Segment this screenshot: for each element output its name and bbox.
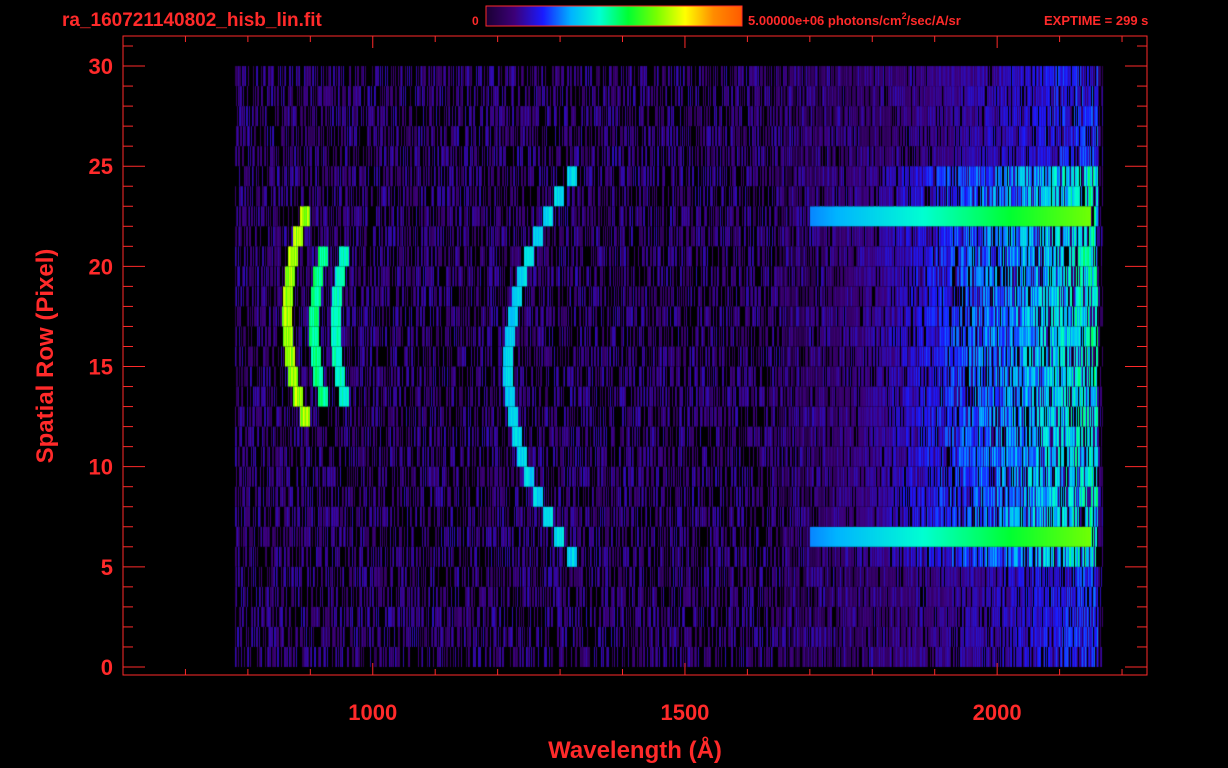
y-tick-label: 20 (89, 254, 113, 279)
colorbar (485, 5, 743, 27)
filename-title: ra_160721140802_hisb_lin.fit (62, 10, 323, 31)
heatmap-raster (123, 36, 1147, 675)
y-tick-label: 15 (89, 355, 113, 380)
y-tick-label: 30 (89, 54, 113, 79)
x-tick-label: 1500 (660, 700, 709, 725)
colorbar-min-label: 0 (472, 14, 479, 28)
axis-ticks (122, 36, 1147, 675)
plot-frame (122, 35, 1148, 676)
y-tick-label: 5 (101, 555, 113, 580)
y-tick-label: 25 (89, 154, 113, 179)
colorbar-unit-label: 5.00000e+06 photons/cm2/sec/A/sr (748, 11, 961, 28)
x-tick-label: 1000 (348, 700, 397, 725)
heatmap-data (123, 36, 1147, 675)
x-tick-label: 2000 (973, 700, 1022, 725)
y-tick-label: 0 (101, 655, 113, 680)
y-tick-label: 10 (89, 455, 113, 480)
x-axis-label: Wavelength (Å) (548, 736, 722, 764)
exptime-label: EXPTIME = 299 s (1044, 13, 1148, 28)
y-axis-label: Spatial Row (Pixel) (32, 249, 59, 464)
axis-tick-labels: 1000 1500 2000 0 5 10 15 20 25 30 (89, 54, 1022, 725)
